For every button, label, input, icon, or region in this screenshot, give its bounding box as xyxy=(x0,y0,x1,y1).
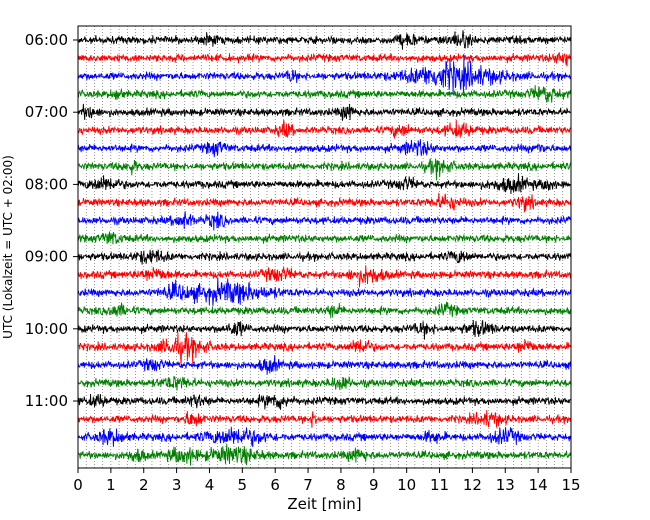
x-tick-label: 12 xyxy=(463,476,482,494)
x-tick-label: 4 xyxy=(205,476,215,494)
seismic-trace xyxy=(77,443,572,466)
seismic-trace xyxy=(77,301,572,319)
seismic-trace xyxy=(77,393,572,410)
seismic-trace xyxy=(77,320,572,340)
seismic-trace xyxy=(77,426,572,448)
seismic-trace xyxy=(77,410,572,428)
x-tick-label: 14 xyxy=(529,476,548,494)
seismic-trace xyxy=(77,265,572,288)
x-tick-label: 3 xyxy=(172,476,182,494)
x-tick-label: 1 xyxy=(106,476,116,494)
seismic-traces xyxy=(77,30,572,466)
y-axis-label: UTC (Lokalzeit = UTC + 02:00) xyxy=(1,155,15,339)
seismic-trace xyxy=(77,30,572,50)
y-tick-label: 11:00 xyxy=(25,392,68,410)
seismic-trace xyxy=(77,173,572,194)
y-tick-label: 06:00 xyxy=(25,31,68,49)
x-tick-label: 2 xyxy=(139,476,149,494)
x-tick-label: 11 xyxy=(430,476,449,494)
y-tick-label: 10:00 xyxy=(25,320,68,338)
y-axis: 06:00 07:00 08:00 09:00 10:00 11:00 xyxy=(25,31,78,410)
seismic-trace xyxy=(77,85,572,103)
seismic-trace xyxy=(77,103,572,121)
seismic-trace xyxy=(77,332,572,366)
x-tick-label: 9 xyxy=(369,476,379,494)
seismic-trace xyxy=(77,354,572,375)
x-axis-label: Zeit [min] xyxy=(287,495,361,513)
seismic-trace xyxy=(77,211,572,231)
seismic-trace xyxy=(77,249,572,265)
x-tick-label: 6 xyxy=(270,476,280,494)
y-tick-label: 09:00 xyxy=(25,248,68,266)
seismic-trace xyxy=(77,54,572,95)
seismic-trace xyxy=(77,231,572,245)
seismic-trace xyxy=(77,192,572,213)
seismic-trace xyxy=(77,52,572,67)
x-tick-label: 13 xyxy=(496,476,515,494)
seismic-trace xyxy=(77,277,572,306)
plot-frame xyxy=(77,25,572,469)
x-tick-label: 15 xyxy=(561,476,580,494)
seismic-trace xyxy=(77,139,572,158)
y-tick-label: 07:00 xyxy=(25,103,68,121)
x-tick-label: 8 xyxy=(336,476,346,494)
seismic-trace xyxy=(77,375,572,391)
x-tick-label: 5 xyxy=(238,476,248,494)
seismic-trace xyxy=(77,119,572,139)
x-tick-label: 10 xyxy=(397,476,416,494)
seismic-trace xyxy=(77,158,572,181)
x-tick-label: 0 xyxy=(73,476,83,494)
x-axis: 0 1 2 3 4 5 6 7 8 9 10 11 12 13 14 15 xyxy=(73,468,581,494)
x-tick-label: 7 xyxy=(303,476,313,494)
y-tick-label: 08:00 xyxy=(25,175,68,193)
